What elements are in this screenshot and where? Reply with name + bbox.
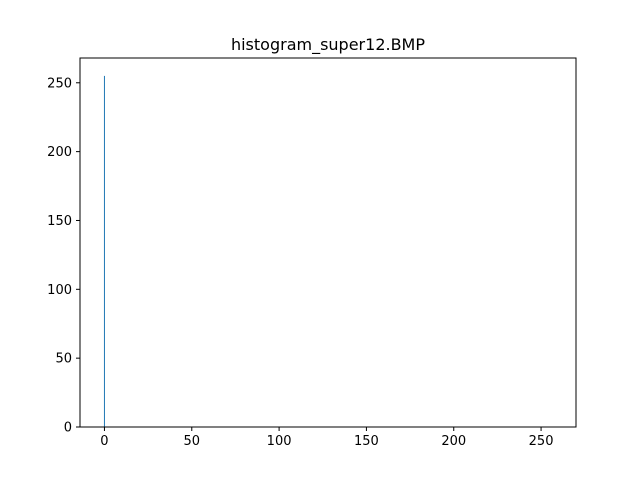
y-axis: 0 50 100 150 200 250 [47, 76, 80, 436]
y-tick-label: 150 [47, 214, 72, 229]
x-tick-label: 150 [354, 434, 379, 449]
plot-frame [79, 57, 577, 428]
y-tick-label: 0 [64, 421, 72, 436]
x-tick-label: 50 [184, 434, 201, 449]
x-tick-label: 250 [529, 434, 554, 449]
chart-title: histogram_super12.BMP [231, 35, 425, 55]
y-tick-label: 50 [55, 352, 72, 367]
y-tick-label: 100 [47, 283, 72, 298]
y-tick-label: 250 [47, 76, 72, 91]
histogram-bar [103, 75, 105, 428]
x-tick-label: 100 [267, 434, 292, 449]
x-tick-label: 0 [100, 434, 108, 449]
y-tick-label: 200 [47, 145, 72, 160]
x-tick-label: 200 [441, 434, 466, 449]
plot-area [103, 75, 105, 428]
x-axis: 0 50 100 150 200 250 [100, 427, 553, 449]
